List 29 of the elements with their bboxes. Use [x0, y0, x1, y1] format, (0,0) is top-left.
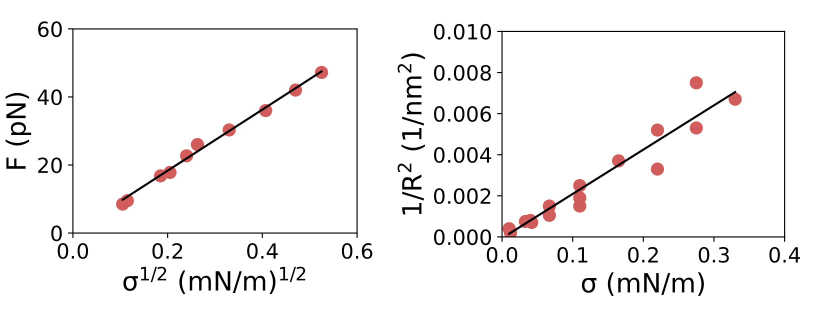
x-tick-label: 0.1: [557, 246, 588, 263]
point: [650, 162, 664, 176]
y-tick-label: 0.008: [434, 65, 491, 81]
point: [650, 123, 664, 137]
y-axis-title: 1/R$^{2}$ (1/nm$^{2}$): [398, 53, 425, 214]
y-tick-label: 0.004: [434, 147, 492, 163]
x-tick-label: 0.0: [58, 243, 88, 259]
point: [190, 138, 204, 152]
x-tick-label: 0.6: [342, 243, 372, 259]
y-tick-label: 60: [38, 21, 62, 38]
x-tick-label: 0.4: [769, 246, 800, 263]
point: [728, 92, 742, 106]
x-tick-label: 0.2: [152, 243, 182, 259]
x-axis-title: σ (mN/m): [582, 272, 704, 296]
point: [690, 76, 703, 90]
x-axis-title: σ$^{1/2}$ (mN/m)$^{1/2}$: [123, 266, 306, 294]
y-tick-label: 40: [38, 89, 62, 106]
y-tick-label: 0.000: [434, 229, 491, 246]
x-tick-label: 0.3: [698, 246, 729, 263]
x-tick-label: 0.2: [628, 246, 658, 263]
y-tick-label: 0: [51, 226, 62, 242]
point: [690, 121, 703, 135]
y-tick-label: 0.002: [434, 188, 490, 204]
y-tick-label: 0.006: [434, 106, 492, 122]
y-tick-label: 0.010: [434, 24, 491, 40]
x-tick-label: 0.0: [486, 246, 518, 263]
y-tick-label: 20: [38, 157, 62, 174]
y-axis-title: F (pN): [6, 92, 32, 169]
x-tick-label: 0.4: [247, 243, 278, 259]
